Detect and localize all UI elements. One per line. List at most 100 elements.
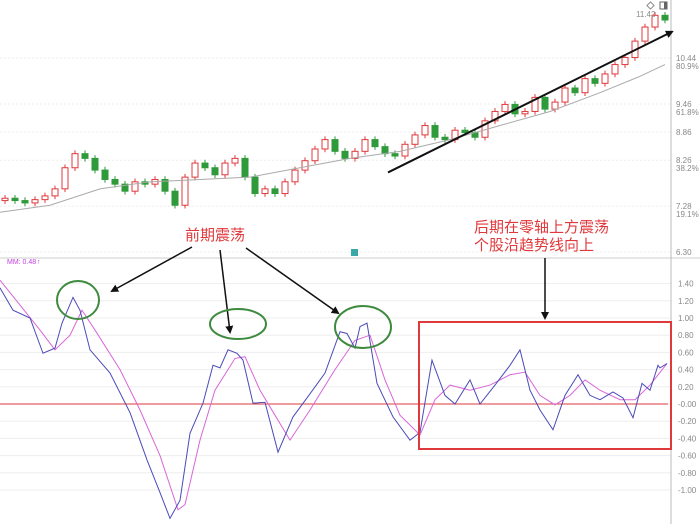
macd-tick-label: 0.80 <box>678 331 694 340</box>
candle-bull <box>651 14 659 28</box>
candle-bear <box>431 125 439 138</box>
candle-bear <box>11 197 19 202</box>
candle-bear <box>91 157 99 171</box>
candle-bear <box>241 157 249 178</box>
candle-bull <box>181 176 189 206</box>
dea-line <box>0 279 668 511</box>
price-tick-label: 10.44 <box>676 54 697 63</box>
candle-bear <box>271 188 279 195</box>
fib-pct-label: 38.2% <box>676 164 699 173</box>
candle-bear <box>251 176 259 195</box>
candle-bear <box>111 178 119 185</box>
candle-bull <box>1 197 9 202</box>
candle-bear <box>101 169 109 180</box>
fib-pct-label: 19.1% <box>676 210 699 219</box>
candle-bull <box>31 199 39 204</box>
peak-ellipse-3 <box>334 305 392 349</box>
candle-bull <box>621 57 629 66</box>
candle-bear <box>211 167 219 176</box>
trend-line-arrow <box>387 30 674 174</box>
candle-bear <box>381 146 389 155</box>
dif-line <box>0 287 668 520</box>
macd-tick-label: 0.60 <box>678 348 694 357</box>
candle-bear <box>541 96 549 110</box>
arrow-to-peak-2 <box>219 249 234 334</box>
right-note-line2: 个股沿趋势线向上 <box>474 236 594 254</box>
price-tick-label: 8.86 <box>676 128 692 137</box>
candle-bear <box>461 129 469 134</box>
macd-tick-label: 1.40 <box>678 280 694 289</box>
candlesticks <box>1 12 669 209</box>
candle-bear <box>591 78 599 84</box>
candle-bull <box>491 110 499 122</box>
macd-tick-label: 1.20 <box>678 297 694 306</box>
oscillation-box <box>418 321 672 450</box>
candle-bull <box>231 157 239 164</box>
price-tick-label: 7.28 <box>676 202 692 211</box>
candle-bull <box>281 181 289 195</box>
candle-bear <box>171 190 179 206</box>
candle-bull <box>191 162 199 178</box>
candle-bear <box>21 200 29 204</box>
candle-bear <box>391 153 399 157</box>
candle-bull <box>351 150 359 159</box>
candle-bull <box>71 153 79 169</box>
window-icon[interactable] <box>659 1 668 10</box>
candle-bear <box>331 139 339 152</box>
max-price-label: 11.42 <box>636 10 656 19</box>
candle-bear <box>81 153 89 159</box>
peak-ellipse-1 <box>56 280 100 320</box>
candle-bull <box>51 188 59 197</box>
arrow-to-peak-1 <box>110 246 193 292</box>
candle-bull <box>611 64 619 75</box>
status-icon[interactable] <box>351 249 358 256</box>
moving-average-line <box>0 64 666 213</box>
arrow-to-peak-3 <box>245 247 340 315</box>
candle-bull <box>501 103 509 112</box>
candle-bear <box>121 183 129 192</box>
candle-bull <box>321 139 329 150</box>
macd-axis: 1.40 1.20 1.00 0.80 0.60 0.40 0.20 -0.00 -0.20 -0… <box>678 280 697 495</box>
candle-bull <box>301 160 309 171</box>
candle-bull <box>411 134 419 145</box>
candle-bull <box>221 162 229 176</box>
candle-bull <box>291 169 299 183</box>
macd-tick-label: -0.00 <box>678 400 697 409</box>
candle-bear <box>441 136 449 141</box>
macd-tick-label: 0.20 <box>678 383 694 392</box>
candle-bull <box>521 110 529 115</box>
candle-bull <box>41 195 49 201</box>
annotation-arrows <box>110 246 549 334</box>
candle-bull <box>261 188 269 195</box>
macd-tick-label: -0.20 <box>678 417 697 426</box>
candle-bull <box>531 96 539 112</box>
macd-tick-label: 0.40 <box>678 366 694 375</box>
candle-bull <box>131 181 139 192</box>
macd-tick-label: -0.60 <box>678 452 697 461</box>
candle-bull <box>581 78 589 94</box>
macd-tick-label: 1.00 <box>678 314 694 323</box>
candle-bear <box>201 162 209 169</box>
macd-legend: MM: 0.48 <box>7 259 36 266</box>
peak-ellipse-2 <box>209 308 267 340</box>
candle-bull <box>641 26 649 42</box>
candle-bull <box>601 73 609 84</box>
macd-legend-arrow: ↑ <box>37 259 41 266</box>
price-tick-label: 8.26 <box>676 156 692 165</box>
price-tick-label: 9.46 <box>676 100 692 109</box>
candle-bear <box>371 139 379 148</box>
candle-bear <box>571 87 579 94</box>
candle-bear <box>661 14 669 21</box>
candle-bull <box>61 167 69 190</box>
macd-tick-label: -1.00 <box>678 486 697 495</box>
candle-bull <box>551 101 559 110</box>
candle-bull <box>361 139 369 152</box>
fib-pct-label: 80.9% <box>676 62 699 71</box>
candle-bear <box>341 150 349 159</box>
fib-pct-label: 61.8% <box>676 108 699 117</box>
macd-tick-label: -0.40 <box>678 434 697 443</box>
candle-bull <box>561 87 569 103</box>
diamond-icon[interactable] <box>646 1 655 10</box>
